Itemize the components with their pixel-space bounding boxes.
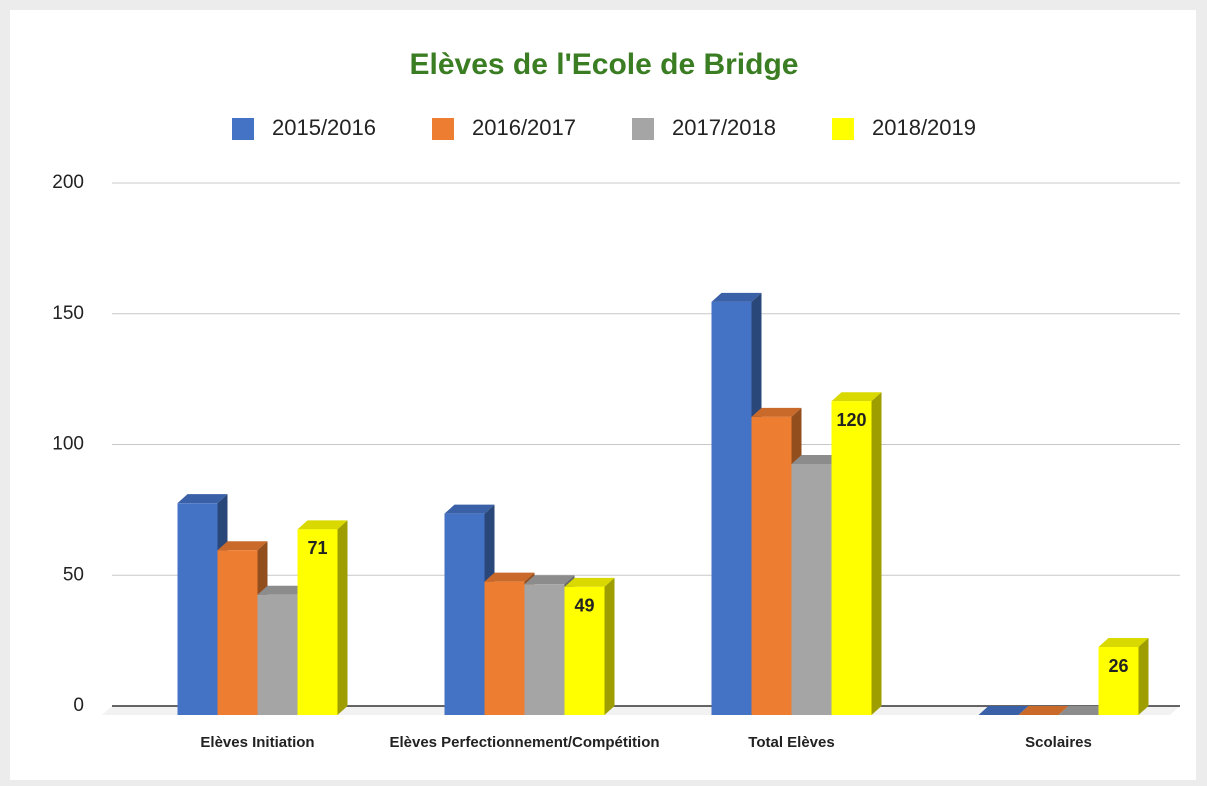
legend-label: 2015/2016 (272, 115, 376, 140)
bar-top (978, 706, 1029, 715)
x-tick-label: Scolaires (1025, 734, 1092, 751)
bar-top (564, 577, 615, 587)
bar-side (337, 520, 348, 715)
legend-swatch (832, 118, 854, 140)
bar (484, 581, 525, 715)
legend-swatch (232, 118, 254, 140)
bar-top (297, 520, 348, 530)
bar-top (524, 575, 575, 585)
bar-top (791, 454, 842, 464)
bar-top (177, 494, 228, 504)
bar (257, 594, 298, 715)
y-tick-label: 100 (52, 434, 84, 455)
legend-swatch (432, 118, 454, 140)
data-label: 120 (836, 410, 866, 430)
bar (177, 503, 218, 715)
x-tick-label: Elèves Perfectionnement/Compétition (389, 734, 659, 751)
bar (444, 513, 485, 715)
bar (564, 586, 605, 715)
bar-top (711, 292, 762, 302)
bar-top (257, 585, 308, 595)
bar-side (604, 577, 615, 715)
chart-title: Elèves de l'Ecole de Bridge (410, 48, 799, 81)
bar-top (1018, 706, 1069, 715)
y-tick-label: 0 (73, 695, 84, 716)
y-tick-label: 200 (52, 172, 84, 193)
legend-swatch (632, 118, 654, 140)
bar (297, 529, 338, 715)
y-tick-label: 50 (63, 564, 84, 585)
bar-side (1138, 638, 1149, 715)
data-label: 26 (1108, 656, 1128, 676)
bar-top (444, 504, 495, 514)
bar (524, 584, 565, 715)
x-tick-label: Total Elèves (748, 734, 834, 751)
y-tick-label: 150 (52, 303, 84, 324)
bar-top (831, 392, 882, 402)
bar-top (1058, 706, 1109, 715)
bar (217, 550, 258, 715)
bar (791, 463, 832, 715)
x-tick-label: Elèves Initiation (200, 734, 314, 751)
floor (102, 706, 1180, 715)
bar-side (871, 392, 882, 715)
bar (1098, 647, 1139, 715)
legend-label: 2018/2019 (872, 115, 976, 140)
bar-top (1098, 638, 1149, 648)
legend-label: 2017/2018 (672, 115, 776, 140)
bar (711, 301, 752, 715)
data-label: 71 (307, 538, 327, 558)
bar-top (484, 572, 535, 582)
data-label: 49 (574, 596, 594, 616)
bar (751, 416, 792, 715)
bar-top (217, 541, 268, 551)
bar-top (751, 407, 802, 417)
legend-label: 2016/2017 (472, 115, 576, 140)
bar (831, 401, 872, 715)
